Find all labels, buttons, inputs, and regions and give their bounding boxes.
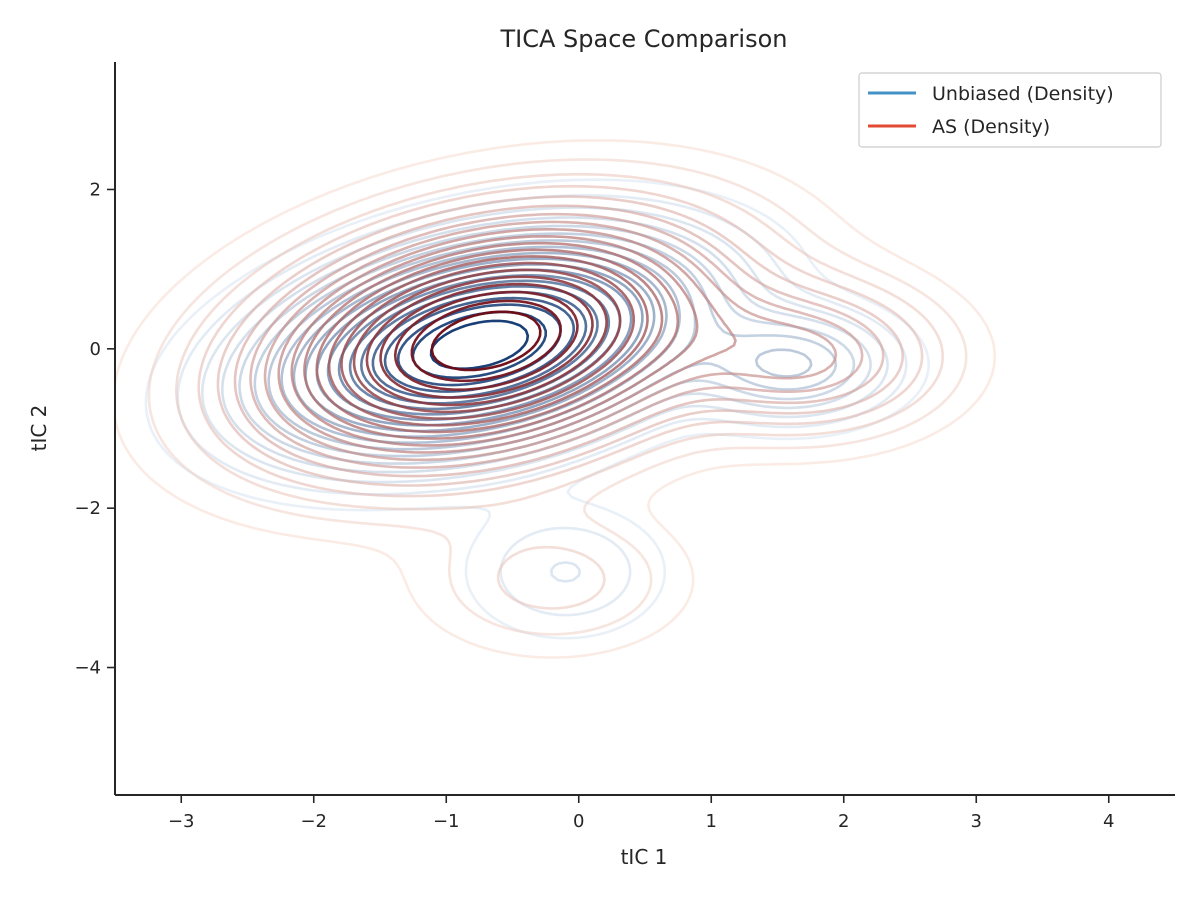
y-tick-label: 2 — [90, 179, 101, 200]
y-tick-label: −2 — [74, 498, 101, 519]
x-tick-label: 1 — [706, 811, 717, 832]
contour-level — [315, 248, 664, 434]
contour-level — [365, 275, 608, 407]
x-tick-label: 3 — [971, 811, 982, 832]
contour-level — [233, 204, 885, 478]
contour-level — [144, 178, 930, 640]
x-tick-label: 2 — [838, 811, 849, 832]
x-ticks: −3 −2 −1 0 1 2 3 4 — [168, 795, 1114, 832]
y-axis-label: tIC 2 — [27, 405, 51, 452]
contour-level — [201, 206, 889, 583]
contour-level — [327, 255, 649, 427]
chart-title: TICA Space Comparison — [499, 25, 787, 53]
x-tick-label: 0 — [573, 811, 584, 832]
contour-level — [340, 261, 635, 420]
contour-level — [277, 228, 737, 454]
y-ticks: −4 −2 0 2 — [74, 179, 115, 679]
legend: Unbiased (Density) AS (Density) — [858, 72, 1162, 148]
contour-level — [393, 290, 579, 391]
contour-level — [147, 158, 968, 636]
x-axis-label: tIC 1 — [621, 845, 668, 869]
x-tick-label: −2 — [300, 811, 327, 832]
contour-series-1 — [113, 139, 996, 659]
contour-level — [410, 299, 562, 383]
contour-level — [352, 268, 622, 414]
contour-level — [303, 241, 680, 440]
contour-level — [175, 173, 944, 610]
contour-level — [216, 195, 904, 487]
contour-level — [263, 220, 838, 462]
x-tick-label: −3 — [168, 811, 195, 832]
x-tick-label: 4 — [1103, 811, 1114, 832]
contour-layers — [113, 139, 996, 659]
y-tick-label: 0 — [90, 339, 101, 360]
legend-box — [858, 72, 1162, 148]
x-tick-label: −1 — [433, 811, 460, 832]
axes — [114, 62, 1175, 796]
contour-level — [249, 212, 864, 469]
legend-label-unbiased: Unbiased (Density) — [932, 83, 1114, 105]
contour-level — [113, 139, 996, 659]
legend-label-as: AS (Density) — [932, 116, 1050, 138]
contour-level — [379, 282, 594, 399]
contour-level — [197, 184, 924, 498]
contour-level — [430, 310, 542, 372]
contour-level — [290, 235, 699, 447]
y-tick-label: −4 — [74, 658, 101, 679]
